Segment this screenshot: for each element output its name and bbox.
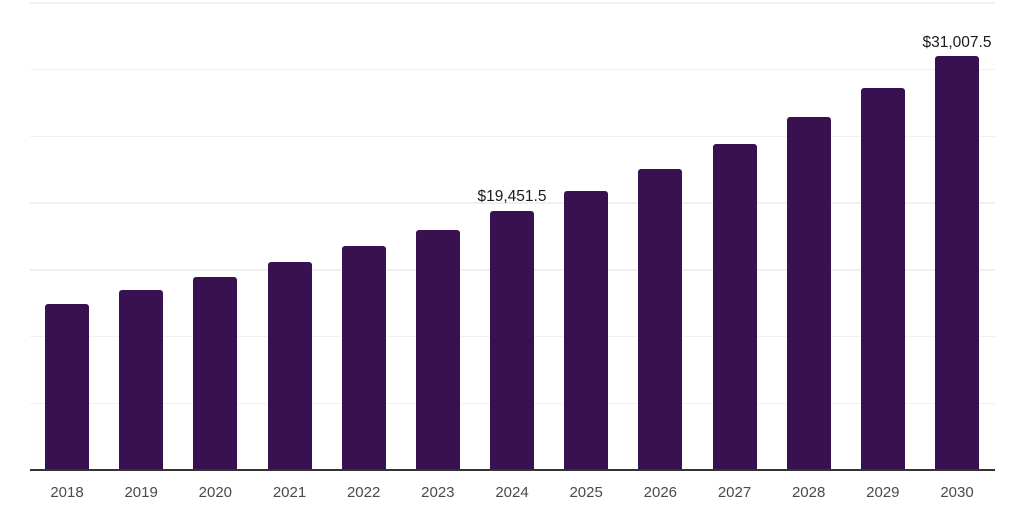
x-tick-2024: 2024: [495, 484, 529, 501]
bar-2027: [712, 144, 757, 470]
x-tick-2018: 2018: [50, 484, 84, 501]
bar-2019: [119, 289, 164, 470]
gridline-30000: [30, 69, 995, 71]
bar-2030: [935, 56, 979, 470]
bar-2018: [45, 303, 89, 470]
x-tick-2022: 2022: [346, 484, 381, 501]
data-label-2030: $31,007.5: [922, 34, 992, 52]
gridline-35000: [30, 2, 995, 4]
bar-2026: [638, 168, 683, 470]
bar-2021: [267, 261, 312, 470]
x-tick-2025: 2025: [569, 484, 603, 501]
bar-2022: [341, 245, 386, 470]
x-tick-2030: 2030: [940, 484, 974, 501]
bar-2023: [415, 229, 460, 470]
plot-area: $19,451.5 $31,007.5: [30, 2, 995, 471]
x-tick-2021: 2021: [272, 484, 307, 501]
bar-2029: [860, 87, 905, 470]
bar-2024: [490, 210, 534, 470]
x-tick-2019: 2019: [124, 484, 158, 501]
x-axis-labels: 2018 2019 2020 2021 2022 2023 2024 2025 2026 2027…: [30, 484, 995, 506]
bar-2028: [786, 117, 831, 470]
x-tick-2020: 2020: [198, 484, 233, 501]
x-tick-2027: 2027: [717, 484, 752, 501]
bar-2020: [193, 277, 238, 470]
bar-2025: [564, 190, 609, 470]
data-label-2024: $19,451.5: [477, 188, 547, 206]
x-axis-line: [30, 469, 995, 471]
gridline-20000: [30, 202, 995, 204]
x-tick-2028: 2028: [791, 484, 826, 501]
x-tick-2029: 2029: [866, 484, 900, 501]
gridline-25000: [30, 135, 995, 138]
x-tick-2026: 2026: [643, 484, 678, 501]
x-tick-2023: 2023: [421, 484, 455, 501]
